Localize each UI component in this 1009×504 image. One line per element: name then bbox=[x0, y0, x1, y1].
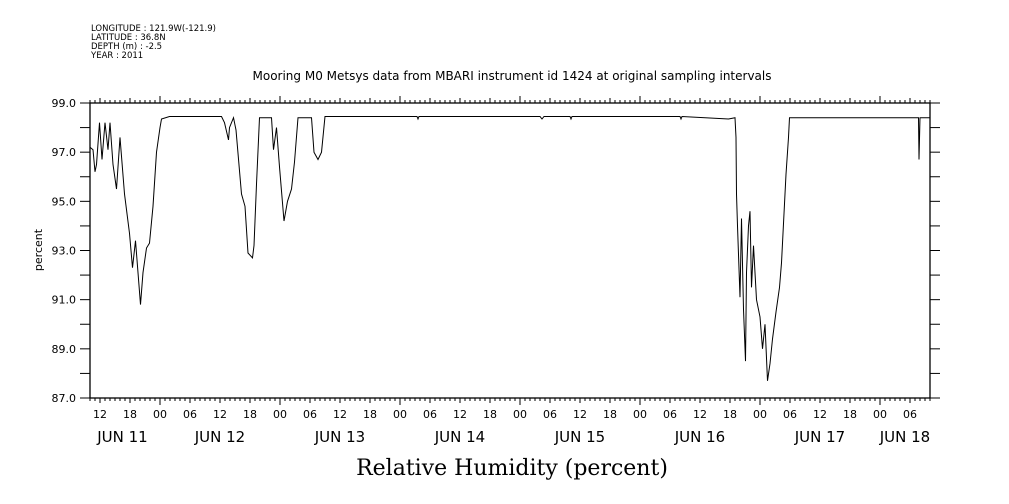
x-day-label: JUN 12 bbox=[194, 428, 245, 446]
y-tick-label: 93.0 bbox=[52, 245, 77, 258]
x-hour-label: 06 bbox=[663, 408, 677, 421]
series-line-relative-humidity bbox=[89, 115, 930, 381]
x-day-label: JUN 14 bbox=[434, 428, 485, 446]
y-tick-label: 89.0 bbox=[52, 343, 77, 356]
x-hour-label: 06 bbox=[423, 408, 437, 421]
y-tick-label: 91.0 bbox=[52, 294, 77, 307]
x-hour-label: 12 bbox=[813, 408, 827, 421]
year-label: YEAR : 2011 bbox=[90, 51, 143, 61]
x-day-label: JUN 17 bbox=[794, 428, 845, 446]
x-hour-label: 00 bbox=[633, 408, 647, 421]
x-day-label: JUN 13 bbox=[314, 428, 365, 446]
x-hour-label: 18 bbox=[843, 408, 857, 421]
x-hour-label: 00 bbox=[873, 408, 887, 421]
x-day-label: JUN 11 bbox=[96, 428, 147, 446]
x-hour-label: 12 bbox=[333, 408, 347, 421]
x-day-label: JUN 18 bbox=[879, 428, 930, 446]
x-hour-label: 18 bbox=[123, 408, 137, 421]
x-hour-label: 06 bbox=[543, 408, 557, 421]
x-hour-label: 18 bbox=[363, 408, 377, 421]
x-day-label: JUN 16 bbox=[674, 428, 725, 446]
x-hour-label: 06 bbox=[783, 408, 797, 421]
longitude-label: LONGITUDE : 121.9W(-121.9) bbox=[91, 24, 216, 34]
y-tick-label: 99.0 bbox=[52, 97, 77, 110]
x-hour-label: 06 bbox=[303, 408, 317, 421]
x-hour-label: 06 bbox=[183, 408, 197, 421]
x-day-label: JUN 15 bbox=[554, 428, 605, 446]
y-axis-label: percent bbox=[32, 228, 45, 271]
x-hour-label: 18 bbox=[723, 408, 737, 421]
x-hour-label: 12 bbox=[453, 408, 467, 421]
latitude-label: LATITUDE : 36.8N bbox=[91, 33, 166, 43]
x-hour-label: 00 bbox=[153, 408, 167, 421]
x-hour-label: 06 bbox=[903, 408, 917, 421]
y-tick-label: 97.0 bbox=[52, 146, 77, 159]
x-axis-title: Relative Humidity (percent) bbox=[356, 456, 668, 481]
y-tick-label: 87.0 bbox=[52, 392, 77, 405]
x-hour-label: 00 bbox=[753, 408, 767, 421]
x-hour-label: 12 bbox=[93, 408, 107, 421]
depth-label: DEPTH (m) : -2.5 bbox=[91, 42, 162, 52]
x-hour-label: 18 bbox=[603, 408, 617, 421]
x-hour-label: 00 bbox=[513, 408, 527, 421]
chart-title: Mooring M0 Metsys data from MBARI instru… bbox=[253, 69, 772, 83]
plot-frame bbox=[89, 102, 931, 399]
x-hour-label: 12 bbox=[573, 408, 587, 421]
x-hour-label: 18 bbox=[243, 408, 257, 421]
x-hour-label: 12 bbox=[213, 408, 227, 421]
y-tick-label: 95.0 bbox=[52, 195, 77, 208]
x-hour-label: 00 bbox=[273, 408, 287, 421]
x-hour-label: 18 bbox=[483, 408, 497, 421]
x-hour-label: 00 bbox=[393, 408, 407, 421]
x-hour-label: 12 bbox=[693, 408, 707, 421]
